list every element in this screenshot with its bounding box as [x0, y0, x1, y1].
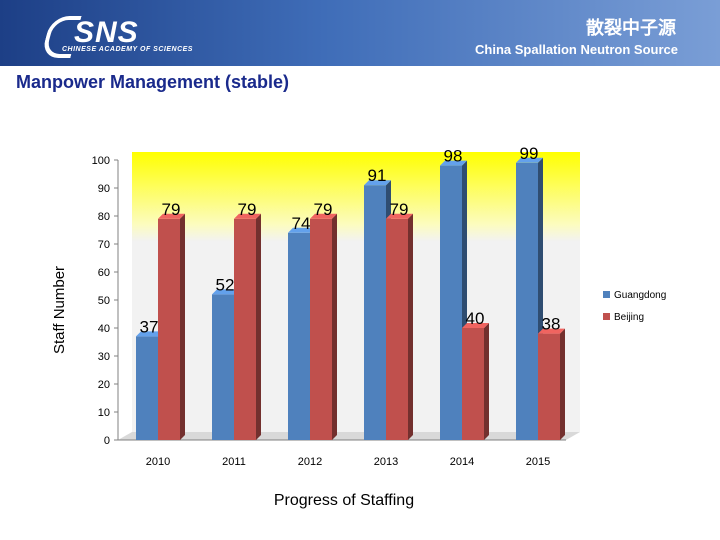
x-tick-label: 2011 — [222, 456, 246, 468]
bar-beijing-2010 — [158, 213, 185, 440]
y-tick-label: 10 — [98, 407, 110, 419]
bar-top — [212, 289, 239, 295]
bar-beijing-2014 — [462, 323, 489, 440]
bar-top — [462, 323, 489, 328]
y-tick-label: 50 — [98, 295, 110, 307]
x-tick-label: 2010 — [146, 456, 170, 468]
data-label: 37 — [140, 317, 159, 336]
bar-front — [212, 294, 234, 440]
bar-front — [288, 232, 310, 440]
data-label: 79 — [390, 200, 409, 219]
data-label: 38 — [542, 315, 561, 334]
y-tick-label: 70 — [98, 239, 110, 251]
bar-top — [234, 213, 261, 219]
bar-side — [256, 213, 261, 440]
bar-side — [484, 323, 489, 440]
bar-front — [386, 218, 408, 440]
bar-side — [332, 213, 337, 440]
bar-top — [288, 227, 315, 233]
bar-front — [516, 162, 538, 441]
data-label: 40 — [466, 309, 485, 328]
bar-side — [560, 328, 565, 440]
institution-name-cn: 散裂中子源 — [586, 18, 676, 39]
bar-front — [310, 218, 332, 440]
data-label: 99 — [520, 144, 539, 163]
bar-beijing-2012 — [310, 213, 337, 440]
bar-front — [440, 165, 462, 440]
bar-top — [516, 157, 543, 163]
bar-side — [180, 213, 185, 440]
bar-front — [462, 328, 484, 440]
legend-swatch-beijing — [603, 313, 610, 320]
legend-label-beijing: Beijing — [614, 312, 644, 323]
bar-front — [234, 218, 256, 440]
data-label: 79 — [162, 200, 181, 219]
y-tick-label: 20 — [98, 379, 110, 391]
data-label: 79 — [314, 200, 333, 219]
logo-text: SNS — [74, 16, 139, 49]
bar-front — [136, 336, 158, 440]
y-tick-label: 0 — [104, 435, 110, 447]
y-tick-label: 60 — [98, 267, 110, 279]
y-tick-label: 30 — [98, 351, 110, 363]
bar-top — [386, 213, 413, 219]
x-axis-title: Progress of Staffing — [274, 492, 414, 509]
bar-top — [364, 180, 391, 186]
data-label: 52 — [216, 275, 235, 294]
legend-swatch-guangdong — [603, 291, 610, 298]
x-tick-label: 2013 — [374, 456, 398, 468]
x-tick-label: 2015 — [526, 456, 550, 468]
data-label: 79 — [238, 200, 257, 219]
bar-top — [158, 213, 185, 219]
bar-top — [136, 331, 163, 337]
bar-front — [158, 218, 180, 440]
y-tick-label: 90 — [98, 183, 110, 195]
x-tick-label: 2012 — [298, 456, 322, 468]
bar-top — [538, 328, 565, 334]
logo-subtext: CHINESE ACADEMY OF SCIENCES — [62, 46, 193, 53]
bar-top — [310, 213, 337, 219]
slide-header: SNS CHINESE ACADEMY OF SCIENCES 散裂中子源 Ch… — [0, 0, 720, 66]
plot-background — [132, 152, 580, 432]
institution-name-en: China Spallation Neutron Source — [475, 42, 678, 57]
data-label: 91 — [368, 166, 387, 185]
bar-side — [408, 213, 413, 440]
legend-label-guangdong: Guangdong — [614, 290, 666, 301]
y-tick-label: 80 — [98, 211, 110, 223]
bar-front — [364, 185, 386, 440]
bar-beijing-2013 — [386, 213, 413, 440]
data-label: 98 — [444, 147, 463, 166]
bar-front — [538, 333, 560, 440]
slide-title: Manpower Management (stable) — [16, 72, 290, 92]
data-label: 74 — [292, 214, 311, 233]
y-tick-label: 100 — [92, 155, 110, 167]
bar-top — [440, 160, 467, 166]
x-tick-label: 2014 — [450, 456, 474, 468]
plot-floor — [118, 432, 580, 440]
bar-beijing-2011 — [234, 213, 261, 440]
y-axis-title: Staff Number — [51, 266, 68, 354]
y-tick-label: 40 — [98, 323, 110, 335]
bar-beijing-2015 — [538, 328, 565, 440]
